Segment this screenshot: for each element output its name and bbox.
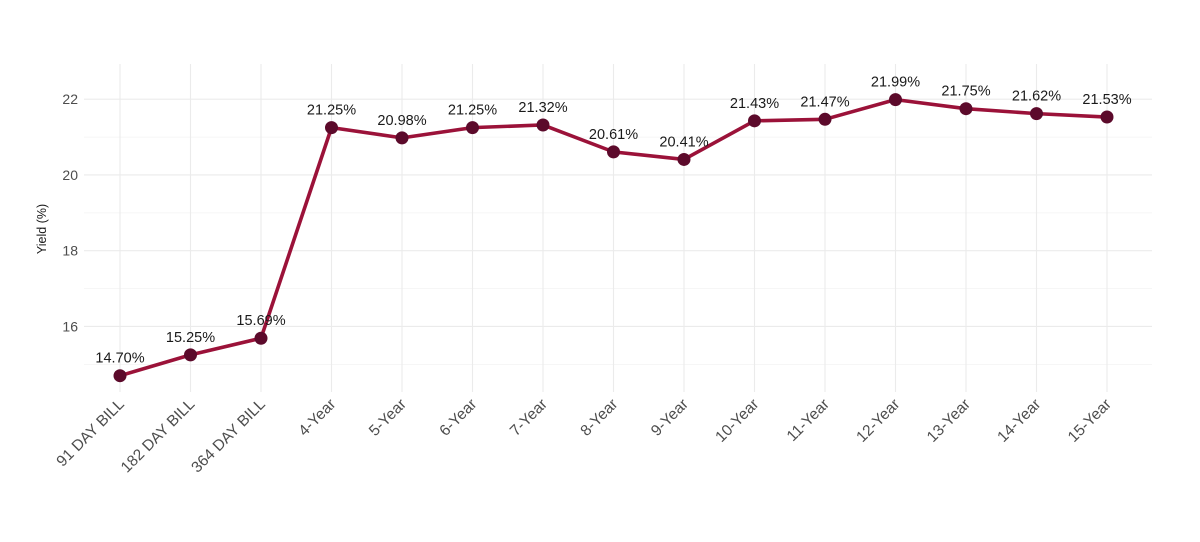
data-label: 20.61% [589, 127, 638, 143]
data-label: 21.62% [1012, 89, 1061, 105]
data-label: 21.47% [800, 94, 849, 110]
data-label: 21.53% [1082, 92, 1131, 108]
x-tick-label: 14-Year [994, 396, 1044, 446]
data-point [395, 131, 409, 145]
data-label: 14.70% [95, 351, 144, 367]
x-tick-label: 364 DAY BILL [188, 396, 269, 477]
data-point [959, 102, 973, 116]
x-tick-label: 11-Year [784, 396, 833, 445]
x-tick-label: 15-Year [1065, 396, 1115, 446]
data-label: 15.25% [166, 330, 215, 346]
x-tick-label: 4-Year [295, 396, 339, 440]
data-label: 21.25% [307, 103, 356, 119]
data-label: 20.41% [659, 134, 708, 150]
series [113, 93, 1114, 383]
data-point [889, 93, 902, 107]
data-label: 21.25% [448, 103, 497, 119]
x-tick-label: 7-Year [507, 396, 551, 440]
data-point [536, 118, 550, 132]
x-tick-label: 5-Year [366, 396, 410, 440]
x-tick-label: 13-Year [924, 396, 974, 446]
data-point [818, 112, 832, 126]
data-point [466, 121, 479, 135]
data-point [254, 331, 268, 345]
x-tick-label: 91 DAY BILL [53, 396, 128, 471]
data-labels: 14.70% 15.25% 15.69% 21.25% 20.98% 21.25% 21.3… [95, 75, 1131, 367]
y-tick-label: 22 [62, 91, 78, 107]
x-tick-label: 10-Year [712, 396, 762, 446]
data-point [1100, 110, 1114, 124]
data-point [607, 145, 620, 159]
grid-lines [84, 64, 1152, 392]
x-tick-label: 8-Year [577, 396, 621, 440]
data-label: 21.75% [941, 84, 990, 100]
data-point [113, 369, 127, 383]
x-tick-label: 182 DAY BILL [118, 396, 199, 477]
data-label: 21.99% [871, 75, 920, 91]
x-tick-label: 6-Year [436, 396, 480, 440]
data-point [325, 121, 338, 135]
data-point [1030, 107, 1043, 121]
data-label: 15.69% [236, 313, 285, 329]
y-tick-label: 16 [62, 318, 78, 334]
data-point [184, 348, 197, 362]
y-axis-title: Yield (%) [35, 204, 49, 254]
data-point [677, 152, 691, 166]
data-label: 21.32% [518, 100, 567, 116]
data-point [748, 114, 761, 128]
data-label: 20.98% [377, 113, 426, 129]
x-tick-label: 12-Year [853, 396, 903, 446]
x-tick-label: 9-Year [648, 396, 692, 440]
data-label: 21.43% [730, 96, 779, 112]
y-axis: 16 18 20 22 [62, 91, 78, 334]
y-tick-label: 18 [62, 243, 78, 259]
y-tick-label: 20 [62, 167, 78, 183]
